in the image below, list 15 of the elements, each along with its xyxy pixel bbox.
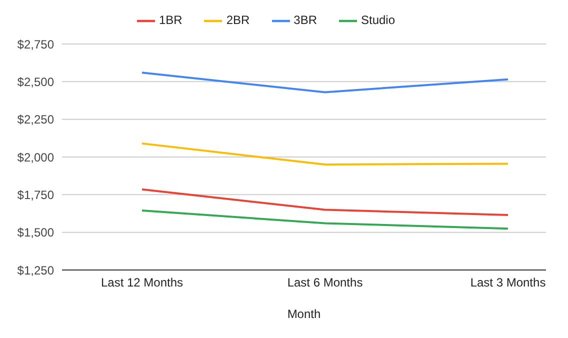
legend-label: 3BR bbox=[294, 13, 317, 28]
y-tick-label: $1,750 bbox=[17, 188, 54, 202]
legend-label: 1BR bbox=[158, 13, 182, 28]
y-tick-label: $1,250 bbox=[17, 263, 54, 278]
y-tick-label: $2,000 bbox=[17, 150, 54, 164]
y-tick-label: $1,500 bbox=[17, 226, 54, 240]
x-tick-label: Last 12 Months bbox=[100, 276, 184, 290]
x-tick-label: Last 3 Months bbox=[470, 276, 546, 290]
y-tick-label: $2,750 bbox=[17, 37, 54, 52]
y-tick-label: $2,500 bbox=[17, 74, 54, 89]
x-axis-title: Month bbox=[287, 307, 321, 321]
legend-label: 2BR bbox=[226, 13, 250, 28]
legend-label: Studio bbox=[361, 13, 396, 28]
y-tick-label: $2,250 bbox=[17, 112, 54, 127]
x-tick-label: Last 6 Months bbox=[287, 276, 363, 290]
